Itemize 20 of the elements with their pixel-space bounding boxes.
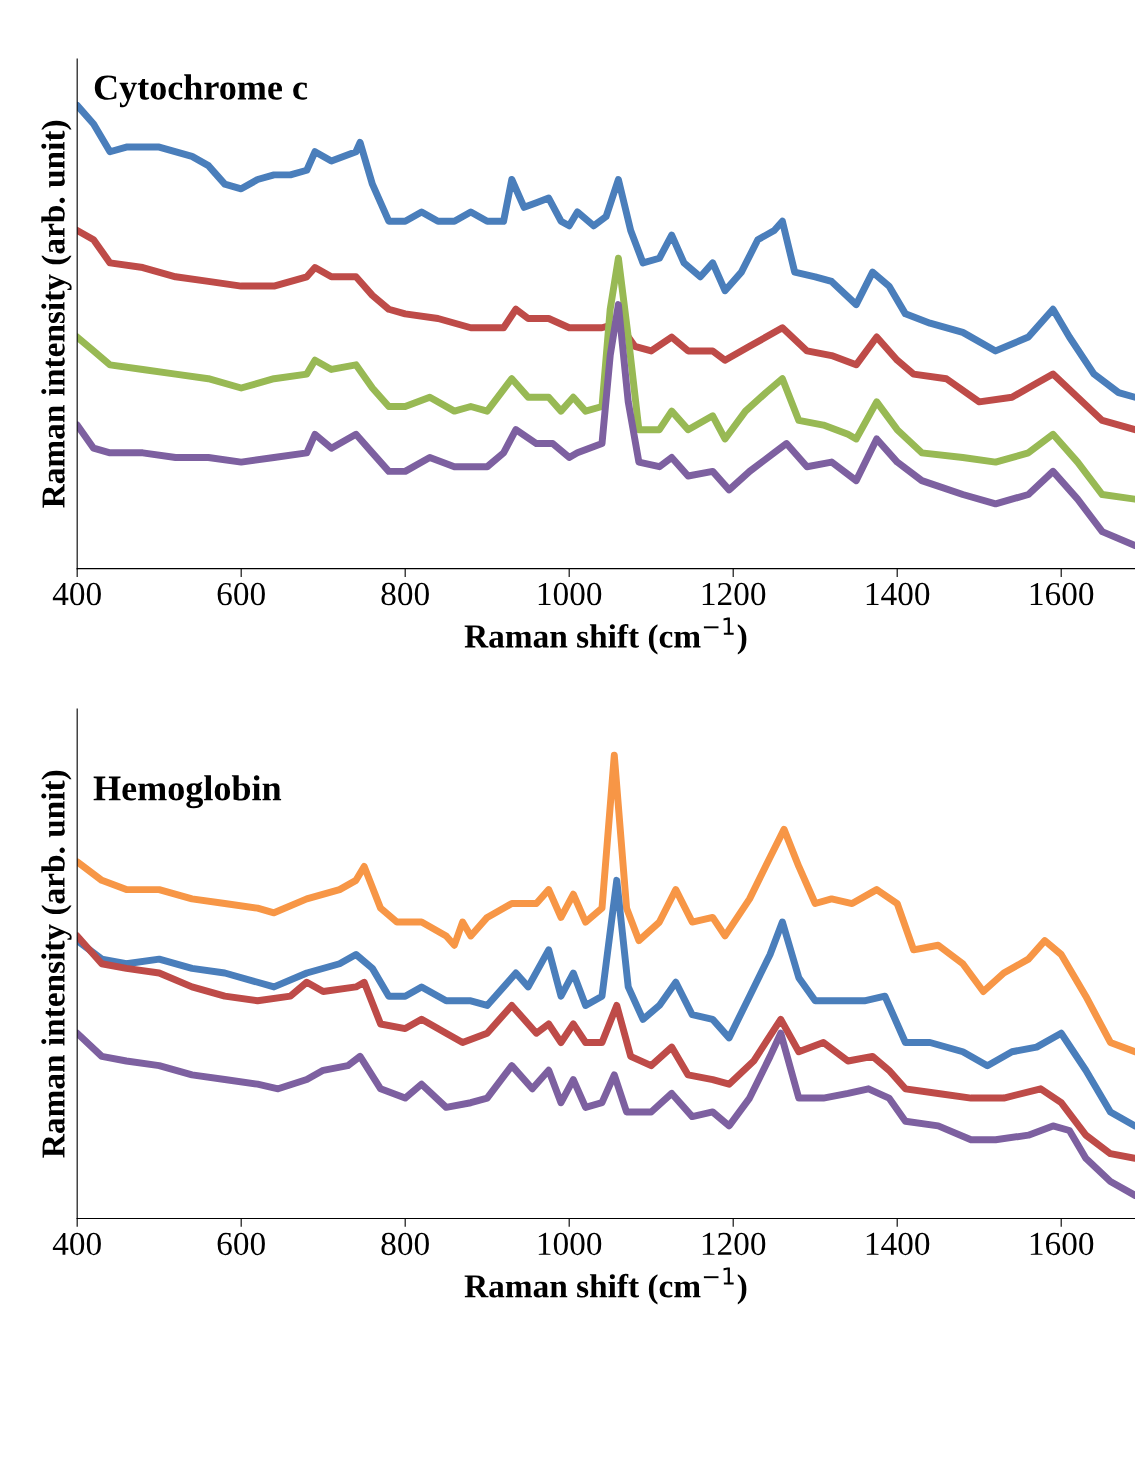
y-axis-title: Raman intensity (arb. unit) <box>41 770 72 1158</box>
x-tick-label: 400 <box>52 582 101 606</box>
x-tick-label: 1200 <box>702 1232 766 1256</box>
x-tick-label: 400 <box>52 1232 101 1256</box>
x-tick-label: 1600 <box>1030 582 1094 606</box>
x-axis-title: Raman shift (cm$^{−1}$) <box>464 1267 747 1305</box>
annotation: Cytochrome c <box>94 74 308 108</box>
x-tick-label: 1400 <box>866 582 930 606</box>
x-tick-label: 600 <box>217 1232 265 1256</box>
x-axis-title: Raman shift (cm$^{−1}$) <box>464 617 747 655</box>
x-tick-label: 800 <box>381 582 429 606</box>
x-tick-label: 600 <box>217 582 265 606</box>
x-tick-label: 1400 <box>866 1232 930 1256</box>
x-tick-label: 1000 <box>538 582 602 606</box>
annotation: Hemoglobin <box>93 775 282 809</box>
y-axis-title: Raman intensity (arb. unit) <box>41 120 72 508</box>
x-tick-label: 1000 <box>538 1232 602 1256</box>
x-tick-label: 1600 <box>1030 1232 1094 1256</box>
x-tick-label: 800 <box>381 1232 429 1256</box>
x-tick-label: 1200 <box>702 582 766 606</box>
